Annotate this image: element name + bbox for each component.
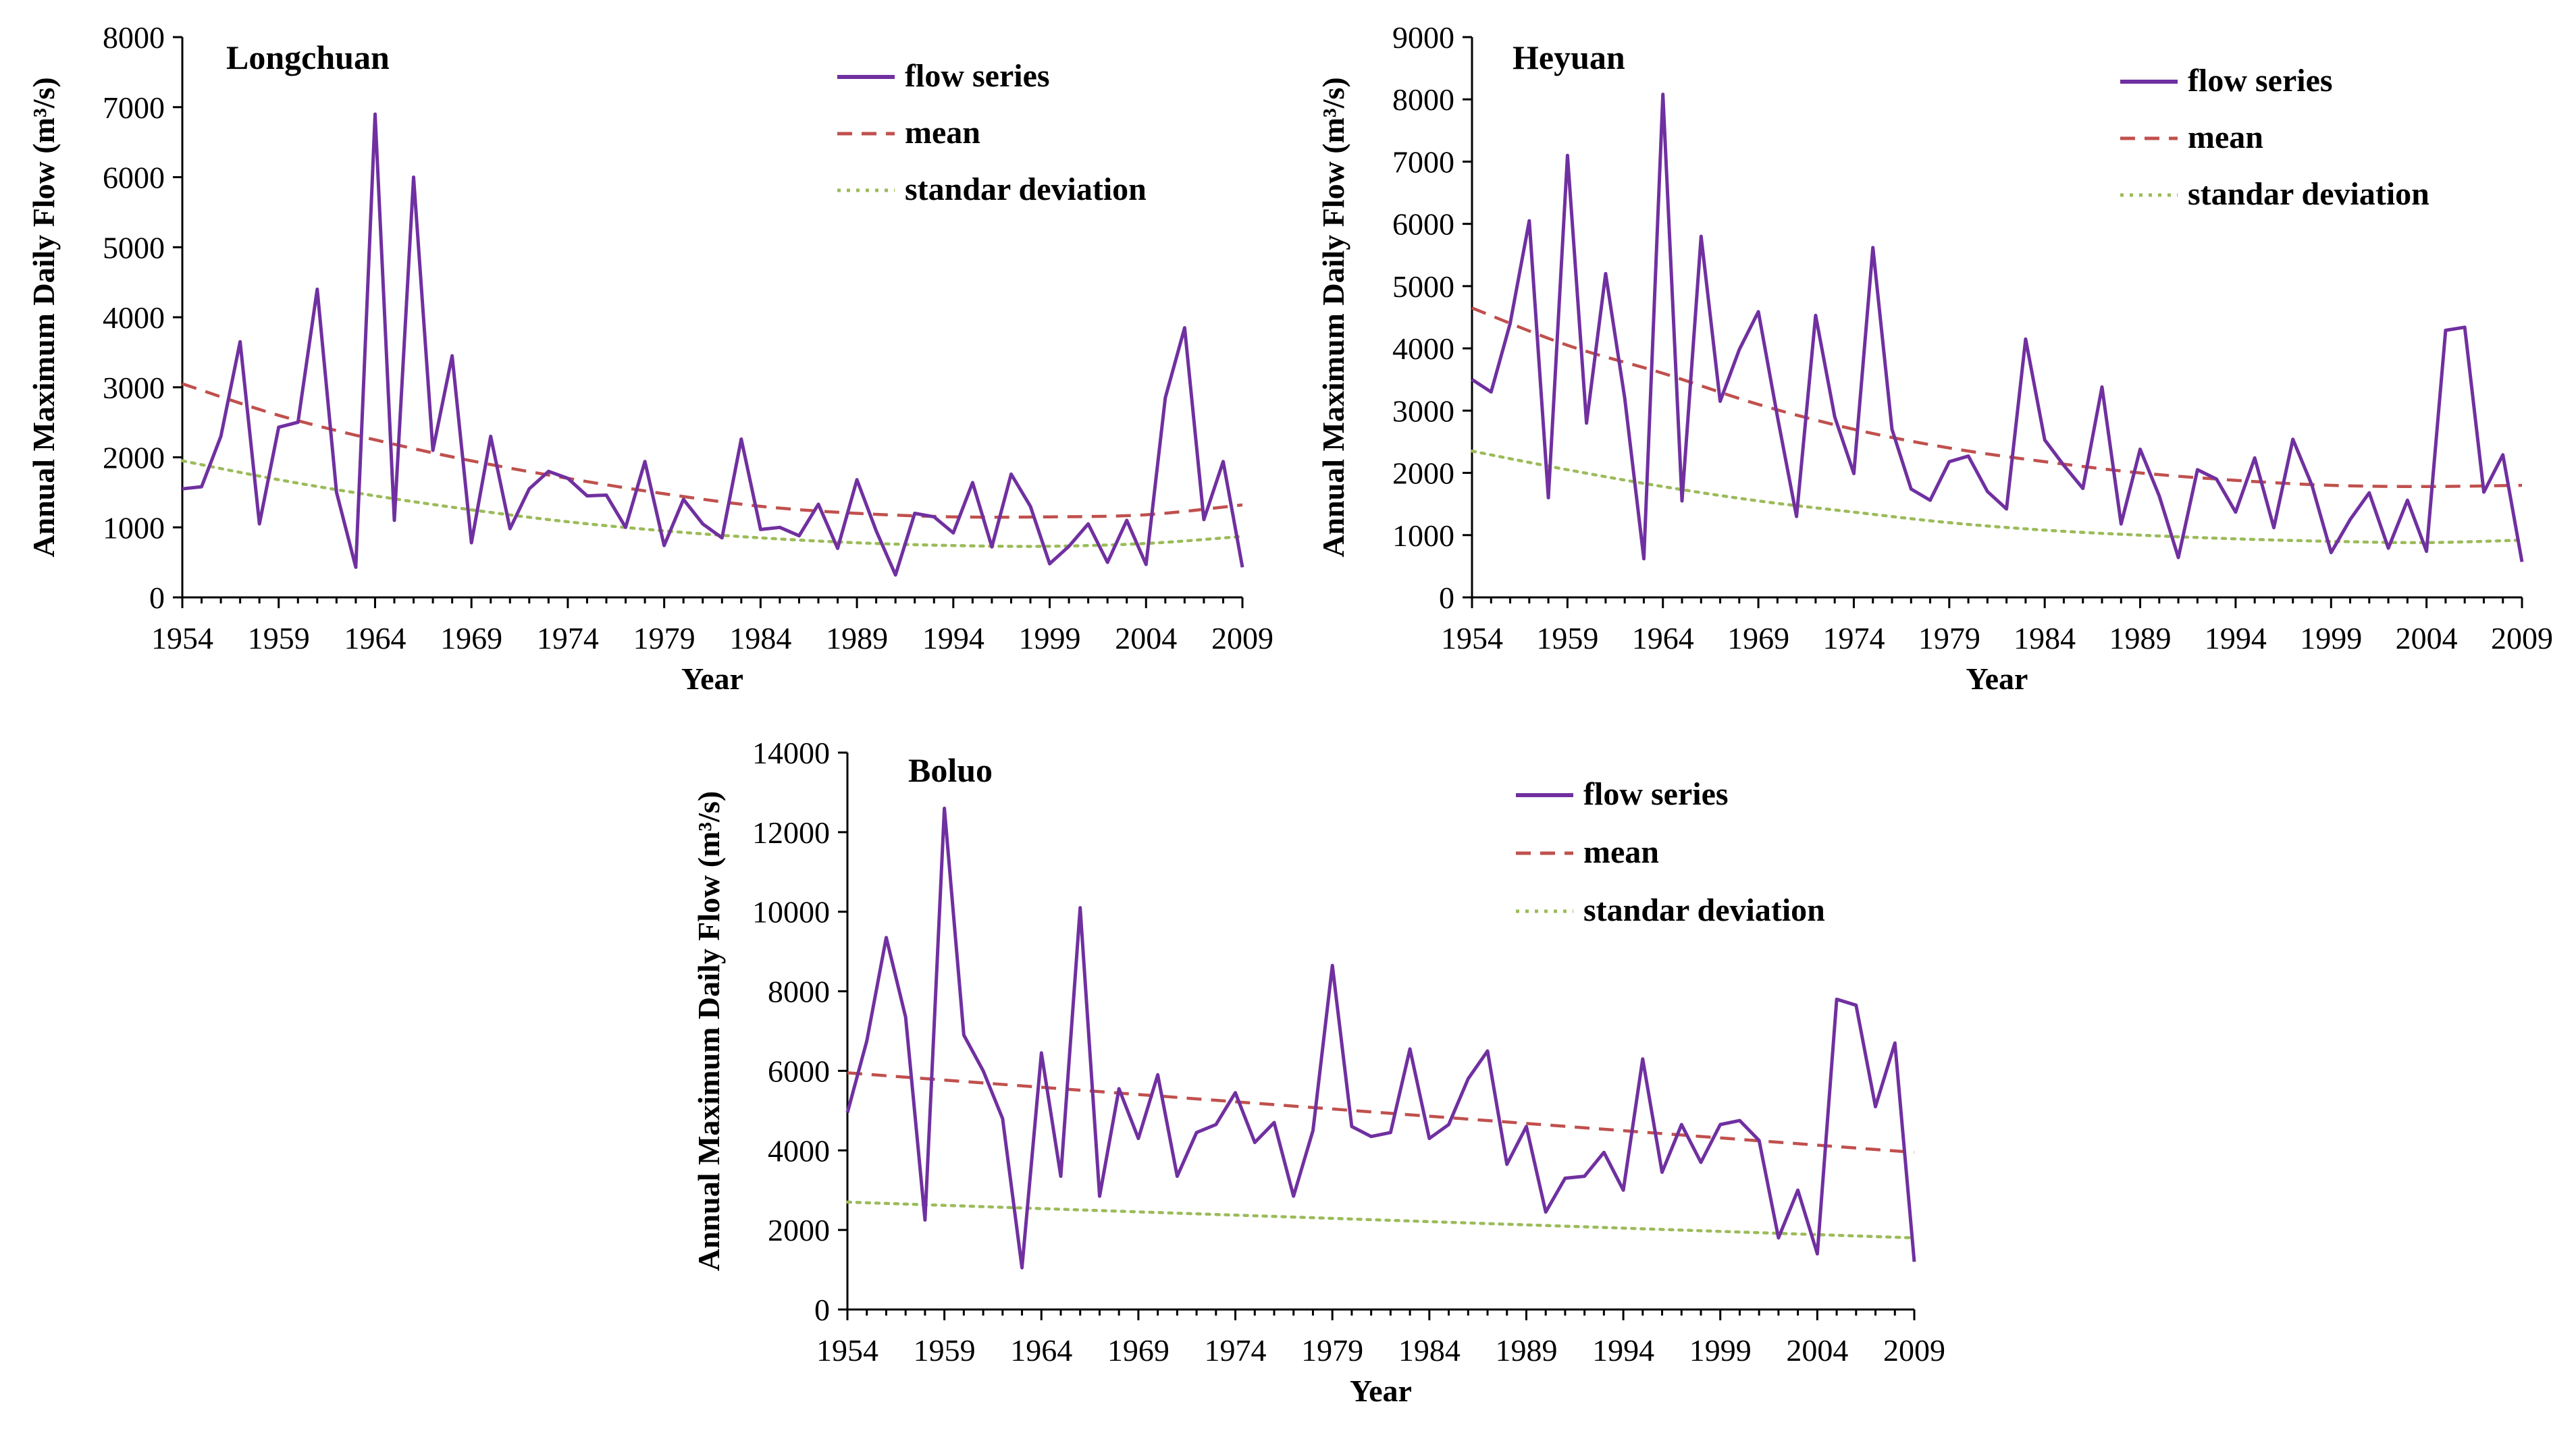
x-axis-title: Year (1350, 1374, 1412, 1408)
x-tick-label: 1964 (344, 621, 406, 655)
x-tick-label: 1969 (1727, 621, 1789, 655)
x-tick-label: 1969 (1107, 1333, 1169, 1368)
chart-title: Longchuan (226, 38, 390, 76)
y-tick-label: 1000 (103, 510, 165, 545)
chart-title: Boluo (908, 751, 993, 789)
y-axis-title: Annual Maximum Daily Flow (m³/s) (691, 791, 726, 1271)
y-axis-title: Annual Maximum Daily Flow (m³/s) (26, 77, 61, 557)
series-line-standar-deviation (1470, 450, 2524, 545)
series-line-standar-deviation (180, 459, 1244, 548)
x-tick-label: 2004 (1115, 621, 1177, 655)
legend-label: standar deviation (905, 171, 1147, 207)
x-tick-label: 1954 (816, 1333, 878, 1368)
x-tick-label: 2004 (1786, 1333, 1848, 1368)
y-tick-label: 5000 (1392, 269, 1454, 304)
x-tick-label: 1994 (922, 621, 984, 655)
legend-label: mean (905, 115, 980, 151)
y-tick-label: 7000 (1392, 144, 1454, 179)
x-tick-label: 1989 (2109, 621, 2172, 655)
series-line-mean (1471, 306, 2523, 489)
x-tick-label: 1984 (729, 621, 791, 655)
y-tick-label: 0 (814, 1293, 830, 1327)
series-line-standar-deviation (845, 1200, 1916, 1240)
chart-longchuan: 0 1000 2000 3000 4000 5000 6000 7000 8000 1954 195… (26, 20, 1273, 696)
x-tick-label: 1999 (1019, 621, 1081, 655)
x-tick-label: 1959 (1536, 621, 1598, 655)
series-line-flow-series (845, 807, 1916, 1270)
x-tick-label: 1989 (1495, 1333, 1557, 1368)
x-tick-label: 2009 (1883, 1333, 1945, 1368)
x-tick-label: 1994 (2205, 621, 2267, 655)
chart-heyuan: 0 1000 2000 3000 4000 5000 6000 7000 8000 9000 195… (1316, 20, 2553, 696)
x-tick-label: 2004 (2396, 621, 2458, 655)
series-line-mean (182, 382, 1243, 519)
x-tick-label: 1964 (1010, 1333, 1072, 1368)
legend-label: flow series (1583, 776, 1729, 812)
y-tick-label: 1000 (1392, 518, 1454, 553)
x-tick-label: 1979 (1301, 1333, 1363, 1368)
y-tick-label: 6000 (103, 161, 165, 195)
x-tick-label: 1994 (1592, 1333, 1654, 1368)
x-tick-label: 1974 (1205, 1333, 1267, 1368)
y-tick-label: 0 (149, 580, 165, 615)
legend-label: mean (2188, 119, 2263, 155)
y-tick-label: 8000 (103, 20, 165, 55)
x-tick-label: 1974 (1822, 621, 1885, 655)
y-tick-label: 7000 (103, 90, 165, 125)
y-tick-label: 10000 (752, 895, 830, 929)
x-tick-label: 1999 (2300, 621, 2362, 655)
y-tick-label: 14000 (752, 736, 830, 770)
y-tick-label: 8000 (1392, 82, 1454, 117)
x-tick-label: 1979 (1918, 621, 1980, 655)
legend-label: flow series (2188, 63, 2333, 99)
chart-title: Heyuan (1513, 38, 1625, 76)
x-tick-label: 1979 (633, 621, 695, 655)
x-axis-title: Year (1966, 662, 2028, 696)
y-tick-label: 6000 (1392, 207, 1454, 242)
x-tick-label: 2009 (1211, 621, 1273, 655)
x-tick-label: 1984 (1398, 1333, 1461, 1368)
x-axis-title: Year (681, 662, 743, 696)
y-tick-label: 2000 (103, 441, 165, 475)
y-tick-label: 5000 (103, 230, 165, 265)
y-tick-label: 3000 (103, 371, 165, 405)
x-tick-label: 1984 (2014, 621, 2076, 655)
legend-label: flow series (905, 58, 1050, 94)
legend-label: standar deviation (1583, 892, 1825, 928)
x-tick-label: 1954 (1441, 621, 1503, 655)
y-tick-label: 2000 (768, 1213, 830, 1247)
y-tick-label: 0 (1439, 580, 1454, 615)
legend-label: mean (1583, 834, 1659, 870)
x-tick-label: 1954 (151, 621, 213, 655)
y-tick-label: 4000 (768, 1133, 830, 1168)
x-tick-label: 1974 (537, 621, 599, 655)
x-tick-label: 2009 (2491, 621, 2553, 655)
x-tick-label: 1959 (248, 621, 310, 655)
series-line-mean (847, 1071, 1915, 1154)
y-tick-label: 12000 (752, 815, 830, 850)
series-line-flow-series (182, 112, 1244, 577)
series-line-flow-series (1471, 92, 2524, 562)
x-tick-label: 1999 (1689, 1333, 1752, 1368)
y-tick-label: 8000 (768, 975, 830, 1009)
y-axis-title: Annual Maximum Daily Flow (m³/s) (1316, 77, 1350, 557)
legend-label: standar deviation (2188, 176, 2429, 212)
y-tick-label: 4000 (1392, 331, 1454, 366)
y-tick-label: 2000 (1392, 456, 1454, 491)
x-tick-label: 1964 (1632, 621, 1694, 655)
chart-boluo: 0 2000 4000 6000 8000 10000 12000 14000 1954 1959… (691, 736, 1945, 1408)
x-tick-label: 1969 (440, 621, 502, 655)
y-tick-label: 3000 (1392, 394, 1454, 428)
y-tick-label: 9000 (1392, 20, 1454, 55)
x-tick-label: 1959 (914, 1333, 976, 1368)
y-tick-label: 4000 (103, 300, 165, 335)
y-tick-label: 6000 (768, 1054, 830, 1088)
x-tick-label: 1989 (826, 621, 888, 655)
